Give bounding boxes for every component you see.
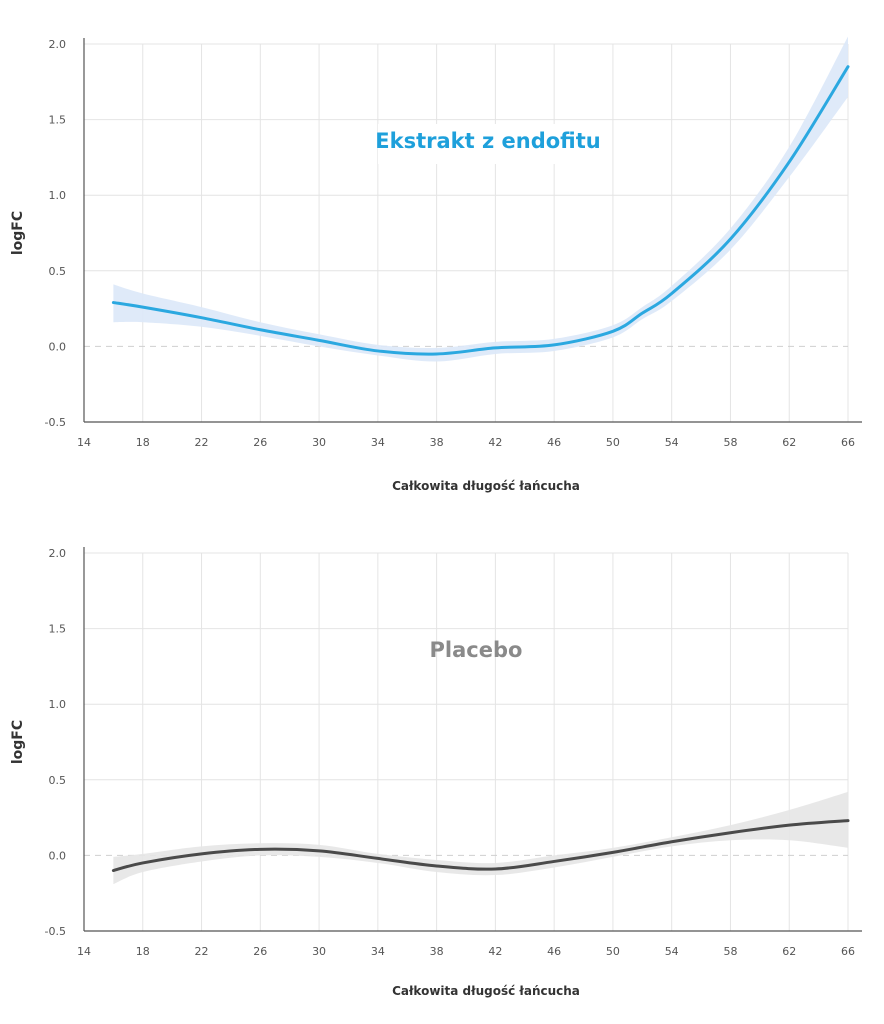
x-tick-label: 58 (723, 436, 737, 449)
x-tick-label: 30 (312, 945, 326, 958)
x-tick-label: 14 (77, 436, 91, 449)
chart-panel-placebo: 2.0 1.5 1.0 0.5 0.0 -0.5 14 18 22 26 30 34 38 42 46 50 5… (10, 547, 862, 998)
y-tick-label: 0.0 (49, 849, 67, 862)
x-tick-label: 58 (723, 945, 737, 958)
x-tick-label: 66 (841, 436, 855, 449)
x-tick-label: 54 (665, 945, 679, 958)
confidence-band (113, 36, 848, 362)
x-tick-label: 66 (841, 945, 855, 958)
y-tick-label: 1.5 (49, 623, 67, 636)
x-axis-title: Całkowita długość łańcucha (392, 984, 580, 998)
y-tick-label: -0.5 (45, 416, 66, 429)
chart-title: Ekstrakt z endofitu (375, 129, 600, 153)
x-tick-label: 18 (136, 436, 150, 449)
y-axis-title: logFC (10, 211, 26, 255)
x-tick-label: 42 (488, 945, 502, 958)
x-tick-label: 26 (253, 945, 267, 958)
y-axis-title: logFC (10, 720, 26, 764)
x-tick-label: 18 (136, 945, 150, 958)
series-line (111, 819, 850, 873)
x-tick-label: 22 (195, 436, 209, 449)
chart-title: Placebo (430, 638, 523, 662)
y-tick-label: 2.0 (49, 547, 67, 560)
x-tick-label: 50 (606, 945, 620, 958)
x-tick-label: 42 (488, 436, 502, 449)
x-tick-label: 38 (430, 436, 444, 449)
x-tick-label: 38 (430, 945, 444, 958)
y-tick-label: 1.5 (49, 114, 67, 127)
x-tick-label: 46 (547, 436, 561, 449)
title-background (378, 124, 598, 164)
x-axis-title: Całkowita długość łańcucha (392, 479, 580, 493)
x-tick-label: 34 (371, 436, 385, 449)
series-line (111, 65, 850, 356)
x-tick-label: 54 (665, 436, 679, 449)
x-tick-label: 50 (606, 436, 620, 449)
y-tick-label: 0.5 (49, 774, 67, 787)
y-tick-label: 0.5 (49, 265, 67, 278)
x-tick-label: 30 (312, 436, 326, 449)
x-tick-label: 22 (195, 945, 209, 958)
chart-panel-endophyte: 2.0 1.5 1.0 0.5 0.0 -0.5 14 18 22 26 30 34 38 42 46 50 5… (10, 36, 862, 493)
x-tick-label: 62 (782, 436, 796, 449)
y-tick-label: 1.0 (49, 698, 67, 711)
grid (84, 43, 849, 422)
y-tick-label: 2.0 (49, 38, 67, 51)
x-tick-label: 26 (253, 436, 267, 449)
y-tick-label: 1.0 (49, 189, 67, 202)
x-tick-label: 62 (782, 945, 796, 958)
x-tick-label: 14 (77, 945, 91, 958)
x-tick-label: 34 (371, 945, 385, 958)
x-tick-label: 46 (547, 945, 561, 958)
y-tick-label: -0.5 (45, 925, 66, 938)
y-tick-label: 0.0 (49, 340, 67, 353)
